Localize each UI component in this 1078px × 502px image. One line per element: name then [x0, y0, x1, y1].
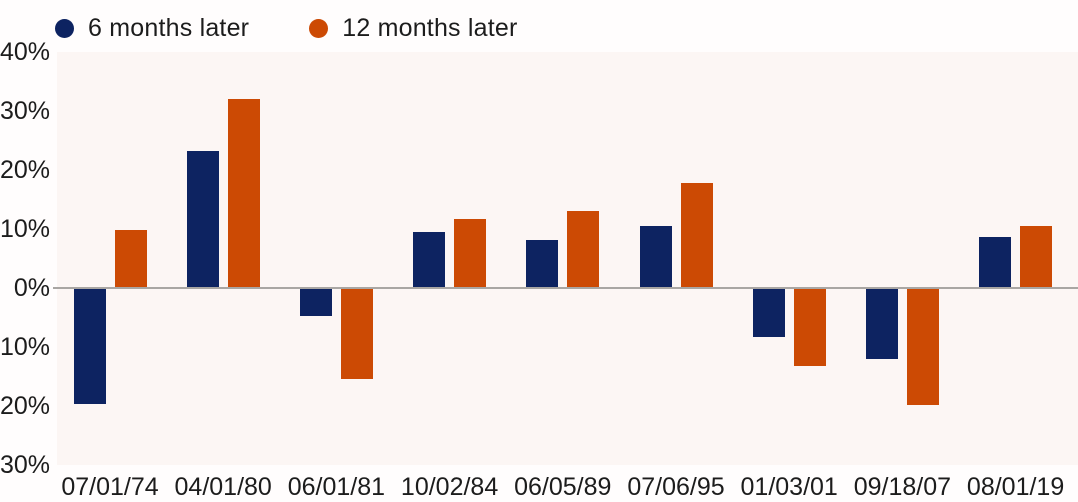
bar-6-months-later: [186, 151, 219, 287]
bar-12-months-later: [340, 289, 373, 380]
x-axis-label: 08/01/19: [966, 473, 1065, 501]
bar-12-months-later: [114, 230, 147, 287]
legend-label-6-months: 6 months later: [88, 14, 250, 42]
legend-item-12-months: 12 months later: [309, 14, 517, 43]
legend-label-12-months: 12 months later: [342, 14, 518, 42]
bar-6-months-later: [526, 240, 559, 287]
legend-dot-12-months-icon: [309, 19, 329, 38]
legend-dot-6-months-icon: [55, 19, 74, 38]
bar-12-months-later: [567, 211, 600, 287]
bar-6-months-later: [73, 289, 106, 405]
x-axis-label: 10/02/84: [400, 473, 499, 501]
zero-axis-line: [53, 287, 1078, 289]
bar-12-months-later: [793, 289, 826, 367]
y-axis-label: 10%: [0, 215, 50, 243]
x-axis-label: 07/01/74: [61, 473, 159, 501]
y-axis-label: 20%: [0, 156, 50, 184]
legend-item-6-months: 6 months later: [55, 14, 249, 43]
bar-6-months-later: [979, 237, 1012, 287]
y-axis-label: -10%: [0, 333, 50, 361]
bar-12-months-later: [680, 183, 713, 287]
y-axis-label: 0%: [13, 274, 50, 302]
y-axis-label: 40%: [0, 38, 50, 66]
x-axis-label: 01/03/01: [740, 473, 838, 501]
chart-legend: 6 months later 12 months later: [55, 14, 518, 43]
y-axis-label: 30%: [0, 97, 50, 125]
bar-6-months-later: [639, 225, 672, 287]
bar-12-months-later: [906, 289, 939, 405]
bar-12-months-later: [1020, 225, 1053, 287]
bar-12-months-later: [227, 99, 260, 287]
bar-6-months-later: [752, 289, 785, 337]
x-axis-label: 06/05/89: [514, 473, 612, 501]
x-axis-label: 06/01/81: [287, 473, 386, 501]
y-axis-label: -30%: [0, 451, 50, 479]
bar-12-months-later: [454, 219, 487, 287]
x-axis-label: 04/01/80: [174, 473, 272, 501]
bar-6-months-later: [299, 289, 332, 317]
bar-6-months-later: [413, 231, 446, 287]
bar-6-months-later: [865, 289, 898, 360]
x-axis-label: 07/06/95: [627, 473, 725, 501]
x-axis-label: 09/18/07: [853, 473, 952, 501]
y-axis-label: -20%: [0, 392, 50, 420]
